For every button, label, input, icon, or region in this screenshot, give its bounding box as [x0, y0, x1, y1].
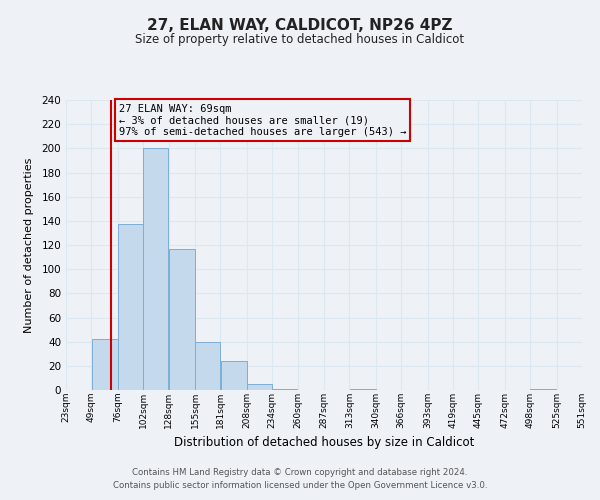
Text: 27, ELAN WAY, CALDICOT, NP26 4PZ: 27, ELAN WAY, CALDICOT, NP26 4PZ — [147, 18, 453, 32]
Bar — [221, 361, 247, 390]
Bar — [118, 224, 143, 390]
Text: Contains public sector information licensed under the Open Government Licence v3: Contains public sector information licen… — [113, 480, 487, 490]
Text: Size of property relative to detached houses in Caldicot: Size of property relative to detached ho… — [136, 32, 464, 46]
Bar — [247, 384, 272, 390]
Y-axis label: Number of detached properties: Number of detached properties — [25, 158, 34, 332]
Text: Contains HM Land Registry data © Crown copyright and database right 2024.: Contains HM Land Registry data © Crown c… — [132, 468, 468, 477]
Bar — [169, 248, 195, 390]
Bar — [92, 339, 118, 390]
Bar — [143, 148, 169, 390]
Bar — [272, 389, 298, 390]
Text: 27 ELAN WAY: 69sqm
← 3% of detached houses are smaller (19)
97% of semi-detached: 27 ELAN WAY: 69sqm ← 3% of detached hous… — [119, 104, 406, 137]
Bar — [530, 389, 556, 390]
Bar — [350, 389, 376, 390]
Bar — [195, 342, 220, 390]
X-axis label: Distribution of detached houses by size in Caldicot: Distribution of detached houses by size … — [174, 436, 474, 449]
